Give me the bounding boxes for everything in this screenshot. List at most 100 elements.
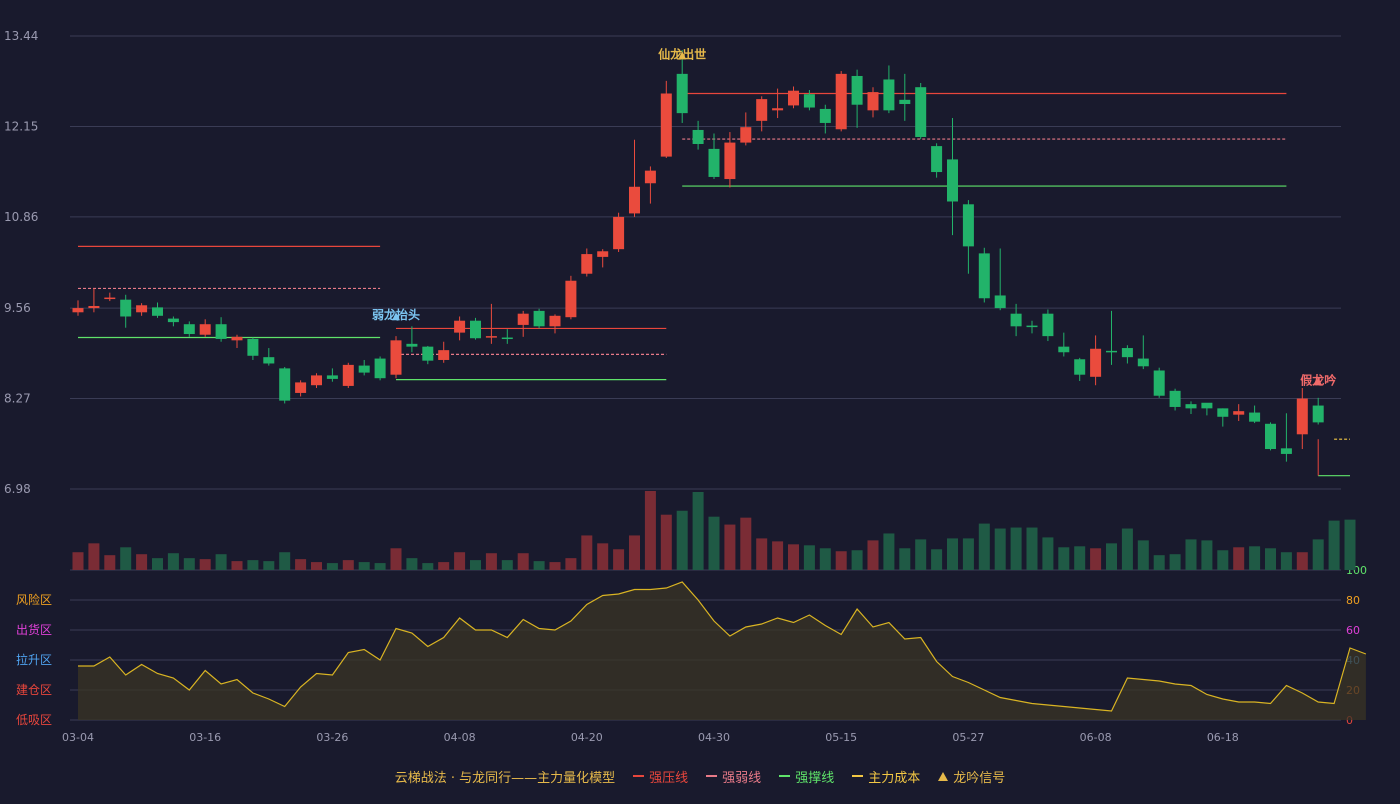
legend-item-signal[interactable]: 龙吟信号 [938, 767, 1005, 786]
candle [867, 87, 879, 118]
candle-body [867, 92, 879, 111]
date-tick-label: 04-08 [444, 731, 476, 744]
candle [152, 302, 163, 318]
volume-bar [1265, 548, 1276, 570]
dashed-line-icon [852, 775, 864, 777]
solid-line-icon [633, 775, 645, 777]
candle-body [1042, 313, 1054, 337]
candle-body [120, 299, 132, 317]
candle-body [406, 343, 418, 347]
volume-bar [485, 553, 497, 570]
candle-body [978, 253, 990, 299]
candle [660, 80, 672, 159]
candle [136, 303, 148, 316]
candle-body [1026, 325, 1038, 328]
solid-line-icon [779, 775, 791, 777]
candle-body [724, 142, 736, 180]
candle [247, 337, 259, 360]
candle [1058, 332, 1070, 357]
candle [1153, 367, 1165, 398]
chart-legend: 云梯战法 · 与龙同行——主力量化模型 强压线 强弱线 强撑线 主力成本 龙吟信… [0, 766, 1400, 786]
candle-body [1074, 359, 1086, 375]
oscillator-zone-label: 风险区 [16, 592, 52, 607]
date-tick-label: 04-20 [571, 731, 603, 744]
volume-bar [1026, 527, 1038, 570]
legend-item-support[interactable]: 强撑线 [779, 767, 834, 786]
volume-bar [72, 552, 84, 570]
signal-label: 弱龙抬头 [372, 307, 420, 322]
volume-bar [136, 554, 148, 570]
volume-bar [470, 560, 481, 570]
price-tick-label: 10.86 [4, 210, 38, 224]
signal-triangle-icon [678, 51, 687, 60]
candle-body [788, 90, 799, 106]
candle [295, 380, 307, 397]
volume-bar [152, 558, 163, 570]
legend-item-cost[interactable]: 主力成本 [852, 767, 920, 786]
candle [724, 132, 736, 188]
legend-item-resist[interactable]: 强压线 [633, 767, 688, 786]
candle-body [644, 170, 656, 184]
volume-bar [708, 516, 720, 570]
candle-body [342, 364, 354, 386]
date-tick-label: 03-26 [316, 731, 348, 744]
volume-bar [342, 560, 354, 570]
candle [1201, 402, 1213, 416]
volume-bar [962, 538, 974, 570]
candle [263, 348, 275, 366]
candle [374, 356, 386, 381]
candle-body [295, 382, 307, 393]
candle [978, 247, 990, 303]
volume-bar [613, 549, 625, 570]
volume-bar [883, 533, 895, 570]
candle-body [899, 99, 911, 105]
candle-body [1249, 412, 1261, 422]
candle-body [1185, 404, 1197, 409]
candle [1249, 405, 1261, 424]
signal-label: 仙龙出世 [658, 46, 706, 61]
oscillator-tick-label: 0 [1346, 714, 1353, 727]
volume-bar [1201, 540, 1213, 570]
volume-bar [581, 535, 593, 570]
date-tick-label: 03-16 [189, 731, 221, 744]
legend-title-text: 云梯战法 · 与龙同行——主力量化模型 [394, 770, 616, 786]
candle [819, 104, 831, 134]
candle-body [438, 350, 450, 360]
candle [390, 336, 402, 379]
volume-bar [1090, 548, 1102, 570]
candle-body [517, 313, 529, 325]
candle [581, 248, 593, 277]
price-tick-label: 8.27 [4, 392, 31, 406]
candle [772, 88, 784, 119]
volume-bar [1042, 537, 1054, 570]
volume-bar [311, 562, 322, 570]
volume-bar [1328, 520, 1340, 570]
volume-bar [867, 540, 879, 570]
candle-body [104, 297, 116, 300]
candle-body [1233, 411, 1245, 415]
candle [358, 359, 370, 376]
volume-bar [501, 560, 513, 570]
candle-body [247, 338, 259, 356]
candle-body [1121, 348, 1133, 358]
volume-bar [1121, 528, 1133, 570]
candle [708, 133, 720, 180]
candle [899, 73, 911, 121]
volume-bar [517, 553, 529, 570]
volume-bar [978, 523, 990, 570]
volume-bar [994, 528, 1006, 570]
volume-bar [1249, 546, 1261, 570]
volume-bar [772, 541, 784, 570]
candle-body [88, 305, 100, 309]
candle [183, 321, 195, 337]
volume-bar [88, 543, 100, 570]
candle [756, 96, 768, 132]
volume-bar [533, 561, 545, 570]
candle-body [326, 375, 338, 379]
volume-bar [120, 547, 132, 570]
volume-bar [899, 548, 911, 570]
legend-item-weak[interactable]: 强弱线 [706, 767, 761, 786]
volume-bar [1233, 547, 1245, 570]
volume-bar [374, 563, 386, 570]
